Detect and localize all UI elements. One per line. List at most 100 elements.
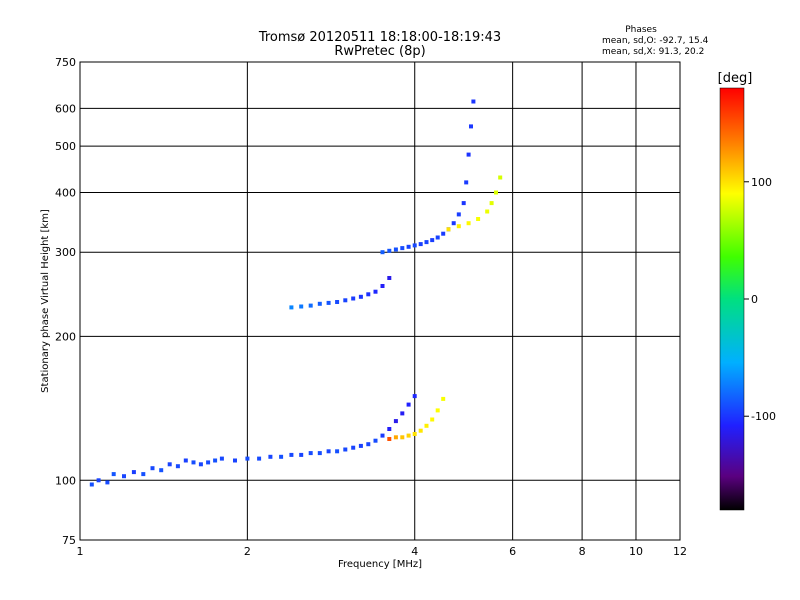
data-point bbox=[219, 456, 224, 461]
data-point bbox=[289, 452, 294, 457]
plot-area bbox=[79, 61, 681, 541]
data-point bbox=[317, 301, 322, 306]
y-axis-label: Stationary phase Virtual Height [km] bbox=[40, 209, 51, 393]
data-point bbox=[159, 468, 164, 473]
data-point bbox=[430, 238, 435, 243]
data-point bbox=[471, 99, 476, 104]
data-point bbox=[308, 303, 313, 308]
x-tick-label: 12 bbox=[673, 545, 687, 558]
colorbar-ticks: 100 0 -100 bbox=[744, 176, 776, 423]
data-point bbox=[412, 394, 417, 399]
y-tick-label: 600 bbox=[55, 102, 76, 115]
data-point bbox=[466, 221, 471, 226]
data-point bbox=[476, 217, 481, 221]
data-point bbox=[485, 209, 490, 214]
data-point bbox=[183, 458, 188, 463]
data-point bbox=[335, 449, 340, 454]
data-point bbox=[198, 462, 203, 467]
y-tick-label: 750 bbox=[55, 56, 76, 69]
x-tick-label: 4 bbox=[411, 545, 418, 558]
data-point bbox=[373, 438, 378, 443]
x-axis-label: Frequency [MHz] bbox=[338, 559, 422, 570]
data-point bbox=[400, 411, 405, 416]
data-point bbox=[498, 175, 503, 180]
data-point bbox=[141, 472, 146, 477]
y-tick-label: 400 bbox=[55, 186, 76, 199]
data-point bbox=[326, 300, 331, 305]
data-point bbox=[131, 470, 136, 475]
data-point bbox=[299, 452, 304, 457]
data-point bbox=[89, 482, 94, 487]
data-point bbox=[257, 456, 262, 461]
data-point bbox=[380, 433, 385, 438]
data-point bbox=[122, 474, 126, 479]
data-point bbox=[446, 227, 451, 232]
data-point bbox=[191, 460, 196, 465]
data-point bbox=[213, 458, 218, 463]
data-point bbox=[387, 437, 392, 441]
data-point bbox=[289, 305, 294, 310]
data-point bbox=[464, 180, 469, 185]
phase-line-x: mean, sd,X: 91.3, 20.2 bbox=[602, 47, 704, 57]
data-point bbox=[441, 396, 446, 401]
data-point bbox=[111, 472, 116, 477]
data-point bbox=[406, 433, 411, 438]
data-point bbox=[441, 231, 446, 236]
data-point bbox=[326, 449, 331, 454]
x-tick-label: 10 bbox=[629, 545, 643, 558]
data-point bbox=[366, 292, 371, 297]
data-point bbox=[393, 247, 398, 252]
chart-title: Tromsø 20120511 18:18:00-18:19:43 bbox=[258, 30, 501, 45]
y-tick-label: 100 bbox=[55, 474, 76, 487]
x-tick-label: 8 bbox=[579, 545, 586, 558]
data-point bbox=[317, 451, 322, 456]
data-point bbox=[430, 417, 435, 422]
data-points bbox=[89, 99, 503, 487]
data-point bbox=[380, 284, 385, 288]
colorbar-label: [deg] bbox=[718, 71, 753, 86]
colorbar-tick-label: 0 bbox=[751, 293, 758, 306]
data-point bbox=[245, 456, 250, 461]
colorbar-tick-label: 100 bbox=[751, 176, 772, 189]
y-tick-label: 75 bbox=[62, 534, 76, 547]
data-point bbox=[456, 212, 461, 217]
data-point bbox=[393, 419, 398, 424]
data-point bbox=[268, 454, 273, 459]
data-point bbox=[343, 447, 348, 452]
data-point bbox=[308, 451, 313, 456]
data-point bbox=[406, 402, 411, 407]
data-point bbox=[406, 244, 411, 249]
data-point bbox=[418, 242, 423, 247]
data-point bbox=[351, 296, 356, 301]
data-point bbox=[167, 462, 172, 467]
data-point bbox=[387, 427, 392, 431]
data-point bbox=[456, 224, 461, 229]
data-point bbox=[387, 248, 392, 253]
y-axis-ticks: 75 100 200 300 400 500 600 750 bbox=[55, 56, 76, 547]
data-point bbox=[343, 298, 348, 303]
colorbar-tick-label: -100 bbox=[751, 410, 776, 423]
y-tick-label: 500 bbox=[55, 140, 76, 153]
y-tick-label: 300 bbox=[55, 246, 76, 259]
data-point bbox=[279, 454, 284, 459]
data-point bbox=[105, 480, 110, 485]
data-point bbox=[400, 246, 405, 251]
data-point bbox=[466, 152, 471, 157]
data-point bbox=[469, 124, 473, 129]
colorbar bbox=[719, 87, 745, 511]
data-point bbox=[489, 201, 494, 206]
data-point bbox=[366, 442, 371, 447]
data-point bbox=[351, 445, 356, 450]
x-tick-label: 6 bbox=[509, 545, 516, 558]
data-point bbox=[373, 289, 378, 294]
data-point bbox=[387, 276, 392, 280]
x-axis-ticks: 1 2 4 6 8 10 12 bbox=[77, 545, 688, 558]
data-point bbox=[393, 435, 398, 440]
data-point bbox=[412, 432, 417, 436]
data-point bbox=[335, 300, 340, 304]
grid-lines bbox=[80, 62, 680, 540]
data-point bbox=[412, 243, 417, 248]
x-tick-label: 1 bbox=[77, 545, 84, 558]
data-point bbox=[424, 240, 429, 245]
